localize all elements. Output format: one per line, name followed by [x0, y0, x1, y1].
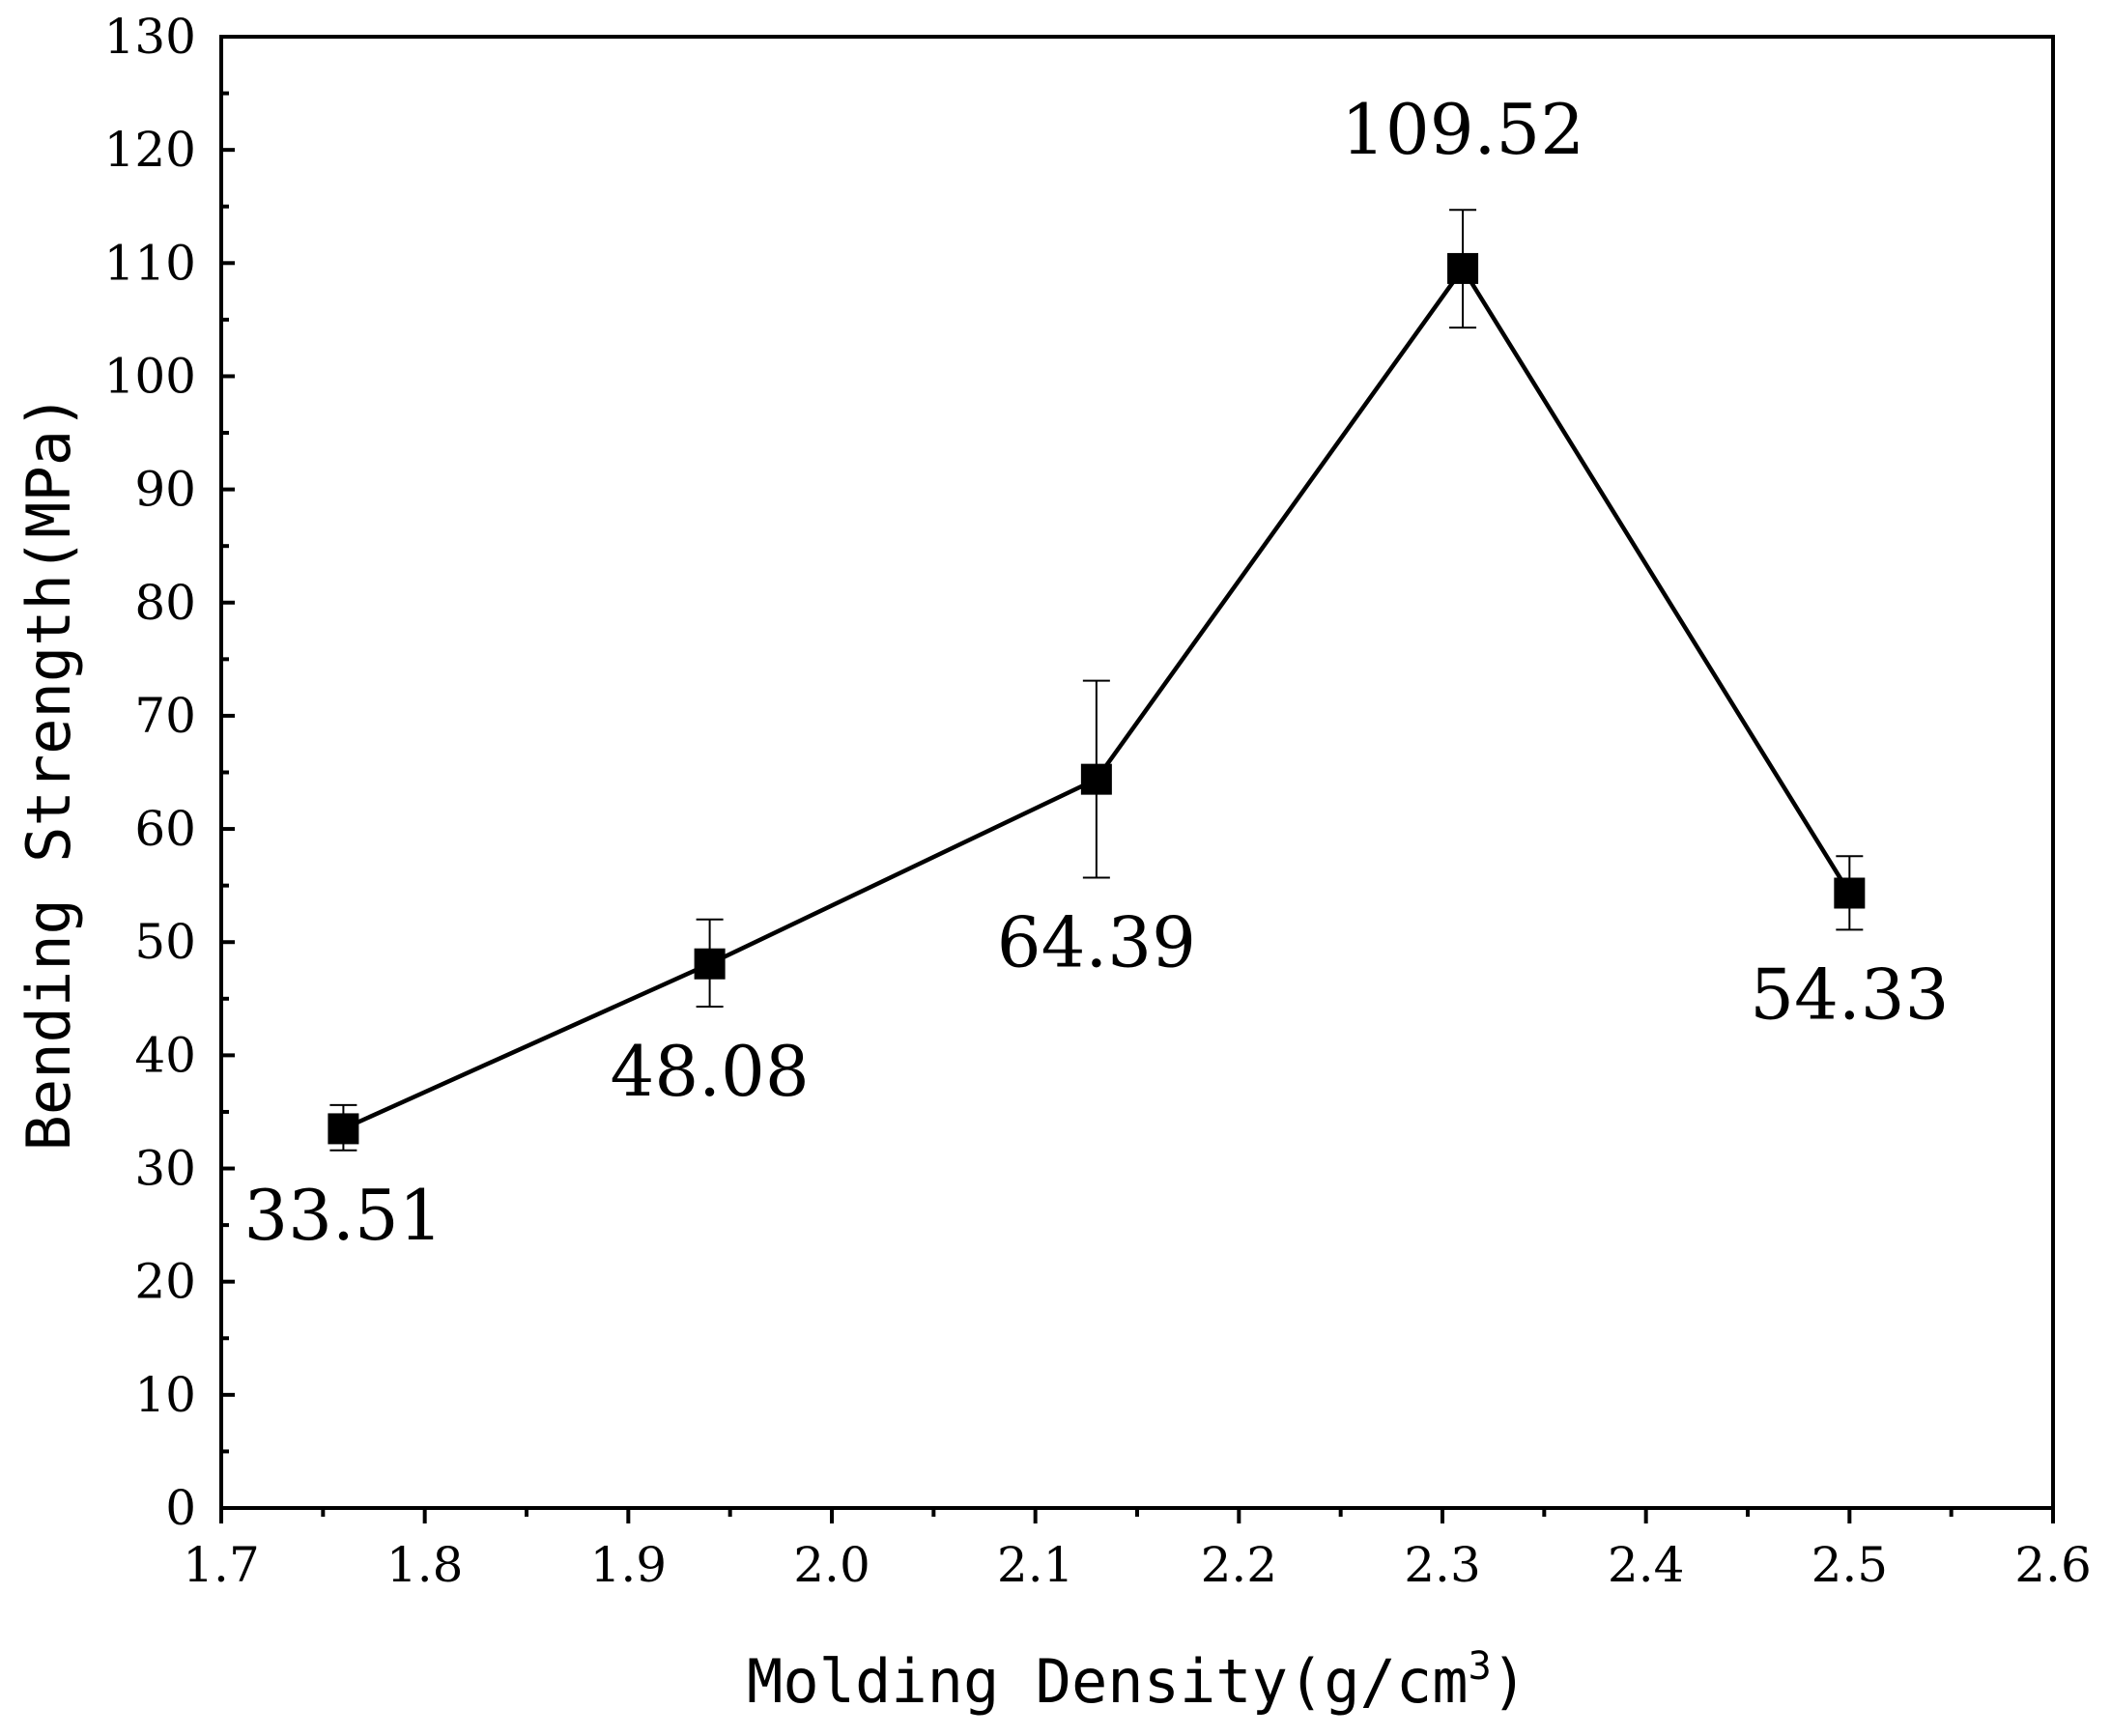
labels: 33.51 48.08 64.39 109.52 54.33 — [243, 89, 1949, 1256]
y-tick-label: 130 — [104, 9, 196, 65]
y-tick-label: 120 — [104, 122, 196, 178]
y-axis-title: Bending Strength(MPa) — [14, 394, 84, 1152]
x-tick-label: 2.6 — [2014, 1537, 2092, 1593]
data-label: 48.08 — [611, 1031, 810, 1112]
data-label: 109.52 — [1341, 89, 1584, 170]
x-tick-label: 2.0 — [793, 1537, 870, 1593]
data-label: 33.51 — [243, 1175, 442, 1256]
y-tick-label: 10 — [134, 1367, 196, 1423]
x-tick-label: 1.9 — [590, 1537, 668, 1593]
x-tick-label: 2.4 — [1608, 1537, 1685, 1593]
y-tick-label: 100 — [104, 348, 196, 404]
y-tick-label: 60 — [134, 801, 196, 857]
x-tick-label: 2.1 — [997, 1537, 1074, 1593]
x-tick-label: 2.2 — [1201, 1537, 1278, 1593]
y-tick-label: 80 — [134, 575, 196, 631]
data-point-marker — [694, 948, 726, 980]
y-tick-label: 110 — [104, 235, 196, 291]
plot-frame — [219, 35, 2055, 1510]
axes: 0 10 20 30 40 50 60 70 80 90 100 110 120 130 1.7 1.8 1.9… — [14, 9, 2092, 1717]
data-point-marker — [328, 1113, 359, 1145]
data-label: 54.33 — [1750, 953, 1949, 1035]
data-point-marker — [1447, 252, 1479, 284]
data-label: 64.39 — [997, 901, 1196, 982]
data-point-marker — [1834, 877, 1866, 909]
y-tick-label: 30 — [134, 1141, 196, 1197]
x-tick-label: 2.3 — [1404, 1537, 1481, 1593]
x-axis-title: Molding Density(g/cm3) — [747, 1644, 1527, 1717]
x-tick-label: 1.8 — [386, 1537, 464, 1593]
y-tick-label: 20 — [134, 1254, 196, 1310]
x-tick-label: 2.5 — [1811, 1537, 1889, 1593]
y-tick-label: 50 — [134, 914, 196, 970]
y-tick-label: 0 — [165, 1480, 196, 1536]
data-series — [328, 209, 1866, 1152]
data-point-marker — [1080, 763, 1112, 795]
y-tick-label: 90 — [134, 462, 196, 518]
y-tick-label: 70 — [134, 688, 196, 744]
x-tick-label: 1.7 — [183, 1537, 260, 1593]
y-tick-label: 40 — [134, 1027, 196, 1083]
